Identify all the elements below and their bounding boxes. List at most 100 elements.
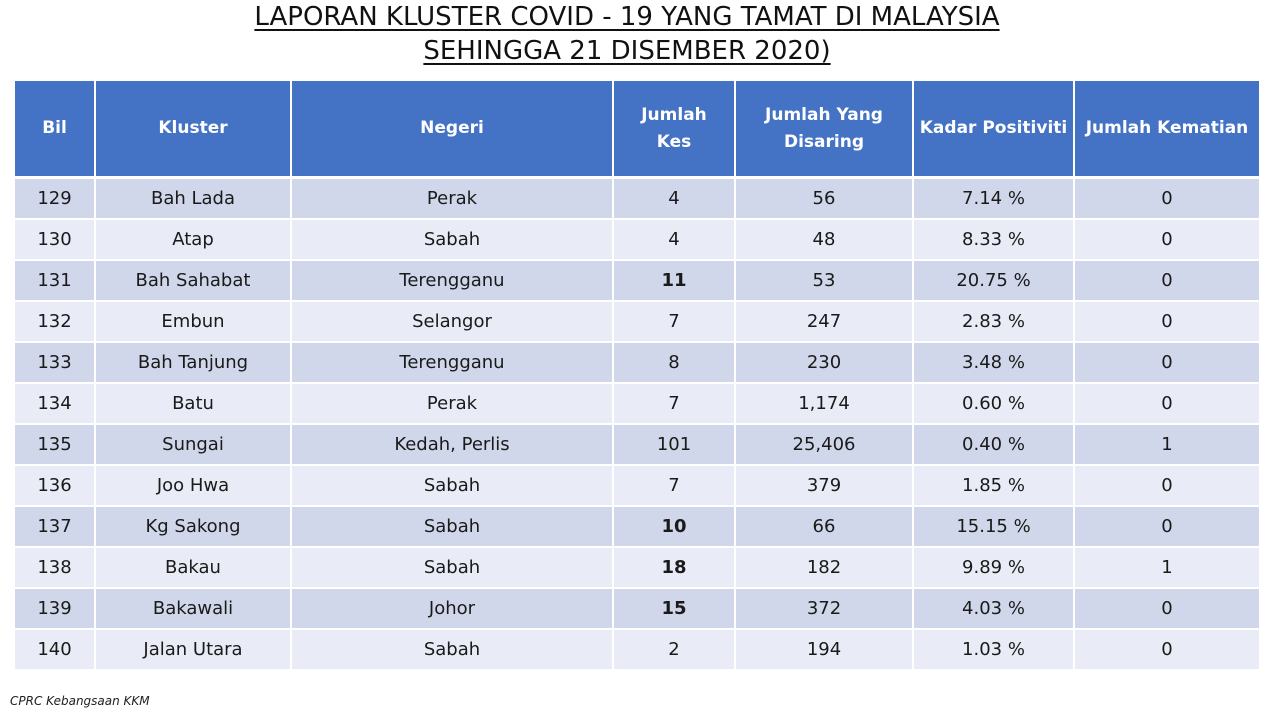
cell-kematian: 0 xyxy=(1073,259,1261,302)
table-header-row: Bil Kluster Negeri Jumlah Kes Jumlah Yang… xyxy=(13,79,1261,179)
cell-bil: 138 xyxy=(13,546,96,589)
cell-kadar: 0.60 % xyxy=(912,382,1075,425)
cell-bil: 137 xyxy=(13,505,96,548)
cell-kematian: 0 xyxy=(1073,505,1261,548)
table-row: 131 Bah Sahabat Terengganu 11 53 20.75 % 0 xyxy=(13,259,1261,302)
cell-disaring: 48 xyxy=(734,218,914,261)
cell-negeri: Sabah xyxy=(290,546,614,589)
cell-disaring: 25,406 xyxy=(734,423,914,466)
cell-negeri: Sabah xyxy=(290,464,614,507)
cell-disaring: 372 xyxy=(734,587,914,630)
cell-kadar: 7.14 % xyxy=(912,176,1075,220)
cell-kluster: Batu xyxy=(94,382,292,425)
table-row: 134 Batu Perak 7 1,174 0.60 % 0 xyxy=(13,382,1261,425)
cell-kematian: 0 xyxy=(1073,176,1261,220)
cell-bil: 136 xyxy=(13,464,96,507)
header-negeri: Negeri xyxy=(290,79,614,179)
header-kadar-positiviti: Kadar Positiviti xyxy=(912,79,1075,179)
cell-kluster: Jalan Utara xyxy=(94,628,292,671)
cell-kematian: 0 xyxy=(1073,218,1261,261)
cell-negeri: Perak xyxy=(290,382,614,425)
cell-kluster: Bakau xyxy=(94,546,292,589)
header-bil: Bil xyxy=(13,79,96,179)
cell-kes: 7 xyxy=(612,382,736,425)
cell-kluster: Joo Hwa xyxy=(94,464,292,507)
cell-kadar: 20.75 % xyxy=(912,259,1075,302)
cell-disaring: 53 xyxy=(734,259,914,302)
header-jumlah-kes-line-1: Jumlah xyxy=(641,104,707,125)
cell-bil: 133 xyxy=(13,341,96,384)
cell-bil: 131 xyxy=(13,259,96,302)
cell-disaring: 182 xyxy=(734,546,914,589)
cell-kematian: 0 xyxy=(1073,300,1261,343)
table-row: 138 Bakau Sabah 18 182 9.89 % 1 xyxy=(13,546,1261,589)
cell-kematian: 0 xyxy=(1073,628,1261,671)
cell-kadar: 2.83 % xyxy=(912,300,1075,343)
cell-negeri: Terengganu xyxy=(290,341,614,384)
cell-kadar: 1.85 % xyxy=(912,464,1075,507)
cell-kes: 8 xyxy=(612,341,736,384)
cell-kematian: 1 xyxy=(1073,423,1261,466)
cell-bil: 139 xyxy=(13,587,96,630)
header-jumlah-disaring: Jumlah Yang Disaring xyxy=(734,79,914,179)
cell-negeri: Johor xyxy=(290,587,614,630)
header-jumlah-kematian: Jumlah Kematian xyxy=(1073,79,1261,179)
report-title-line-2: SEHINGGA 21 DISEMBER 2020) xyxy=(423,36,831,66)
cell-kes: 7 xyxy=(612,300,736,343)
cell-negeri: Selangor xyxy=(290,300,614,343)
cell-kematian: 1 xyxy=(1073,546,1261,589)
cell-disaring: 1,174 xyxy=(734,382,914,425)
header-jumlah-kes: Jumlah Kes xyxy=(612,79,736,179)
cell-kematian: 0 xyxy=(1073,382,1261,425)
cell-kes: 2 xyxy=(612,628,736,671)
cell-bil: 130 xyxy=(13,218,96,261)
cell-disaring: 194 xyxy=(734,628,914,671)
table-row: 136 Joo Hwa Sabah 7 379 1.85 % 0 xyxy=(13,464,1261,507)
cell-kes: 11 xyxy=(612,259,736,302)
cell-kes: 10 xyxy=(612,505,736,548)
cell-disaring: 379 xyxy=(734,464,914,507)
cell-kematian: 0 xyxy=(1073,587,1261,630)
header-jumlah-kes-line-2: Kes xyxy=(656,131,692,152)
cell-kluster: Atap xyxy=(94,218,292,261)
cell-disaring: 247 xyxy=(734,300,914,343)
cell-kadar: 0.40 % xyxy=(912,423,1075,466)
cell-disaring: 230 xyxy=(734,341,914,384)
cell-bil: 134 xyxy=(13,382,96,425)
cell-negeri: Sabah xyxy=(290,218,614,261)
cell-kluster: Bakawali xyxy=(94,587,292,630)
cell-kluster: Sungai xyxy=(94,423,292,466)
table-row: 130 Atap Sabah 4 48 8.33 % 0 xyxy=(13,218,1261,261)
cell-kes: 101 xyxy=(612,423,736,466)
cell-bil: 135 xyxy=(13,423,96,466)
cell-kluster: Bah Tanjung xyxy=(94,341,292,384)
cell-kes: 15 xyxy=(612,587,736,630)
table-row: 129 Bah Lada Perak 4 56 7.14 % 0 xyxy=(13,176,1261,220)
cell-kluster: Kg Sakong xyxy=(94,505,292,548)
cell-kluster: Embun xyxy=(94,300,292,343)
table-row: 137 Kg Sakong Sabah 10 66 15.15 % 0 xyxy=(13,505,1261,548)
cell-negeri: Kedah, Perlis xyxy=(290,423,614,466)
cell-disaring: 66 xyxy=(734,505,914,548)
cell-kes: 4 xyxy=(612,176,736,220)
table-row: 135 Sungai Kedah, Perlis 101 25,406 0.40 % 1 xyxy=(13,423,1261,466)
cell-negeri: Perak xyxy=(290,176,614,220)
header-jumlah-disaring-line-1: Jumlah Yang xyxy=(765,104,883,125)
cell-kadar: 1.03 % xyxy=(912,628,1075,671)
cell-negeri: Sabah xyxy=(290,505,614,548)
table-row: 139 Bakawali Johor 15 372 4.03 % 0 xyxy=(13,587,1261,630)
cell-bil: 132 xyxy=(13,300,96,343)
cell-negeri: Terengganu xyxy=(290,259,614,302)
cell-kematian: 0 xyxy=(1073,464,1261,507)
cell-kluster: Bah Lada xyxy=(94,176,292,220)
cell-kadar: 4.03 % xyxy=(912,587,1075,630)
cell-kadar: 15.15 % xyxy=(912,505,1075,548)
cell-kes: 7 xyxy=(612,464,736,507)
cell-bil: 140 xyxy=(13,628,96,671)
cluster-table: Bil Kluster Negeri Jumlah Kes Jumlah Yang… xyxy=(13,79,1261,671)
cell-negeri: Sabah xyxy=(290,628,614,671)
header-jumlah-disaring-line-2: Disaring xyxy=(783,131,864,152)
cell-kluster: Bah Sahabat xyxy=(94,259,292,302)
cell-bil: 129 xyxy=(13,176,96,220)
cell-disaring: 56 xyxy=(734,176,914,220)
